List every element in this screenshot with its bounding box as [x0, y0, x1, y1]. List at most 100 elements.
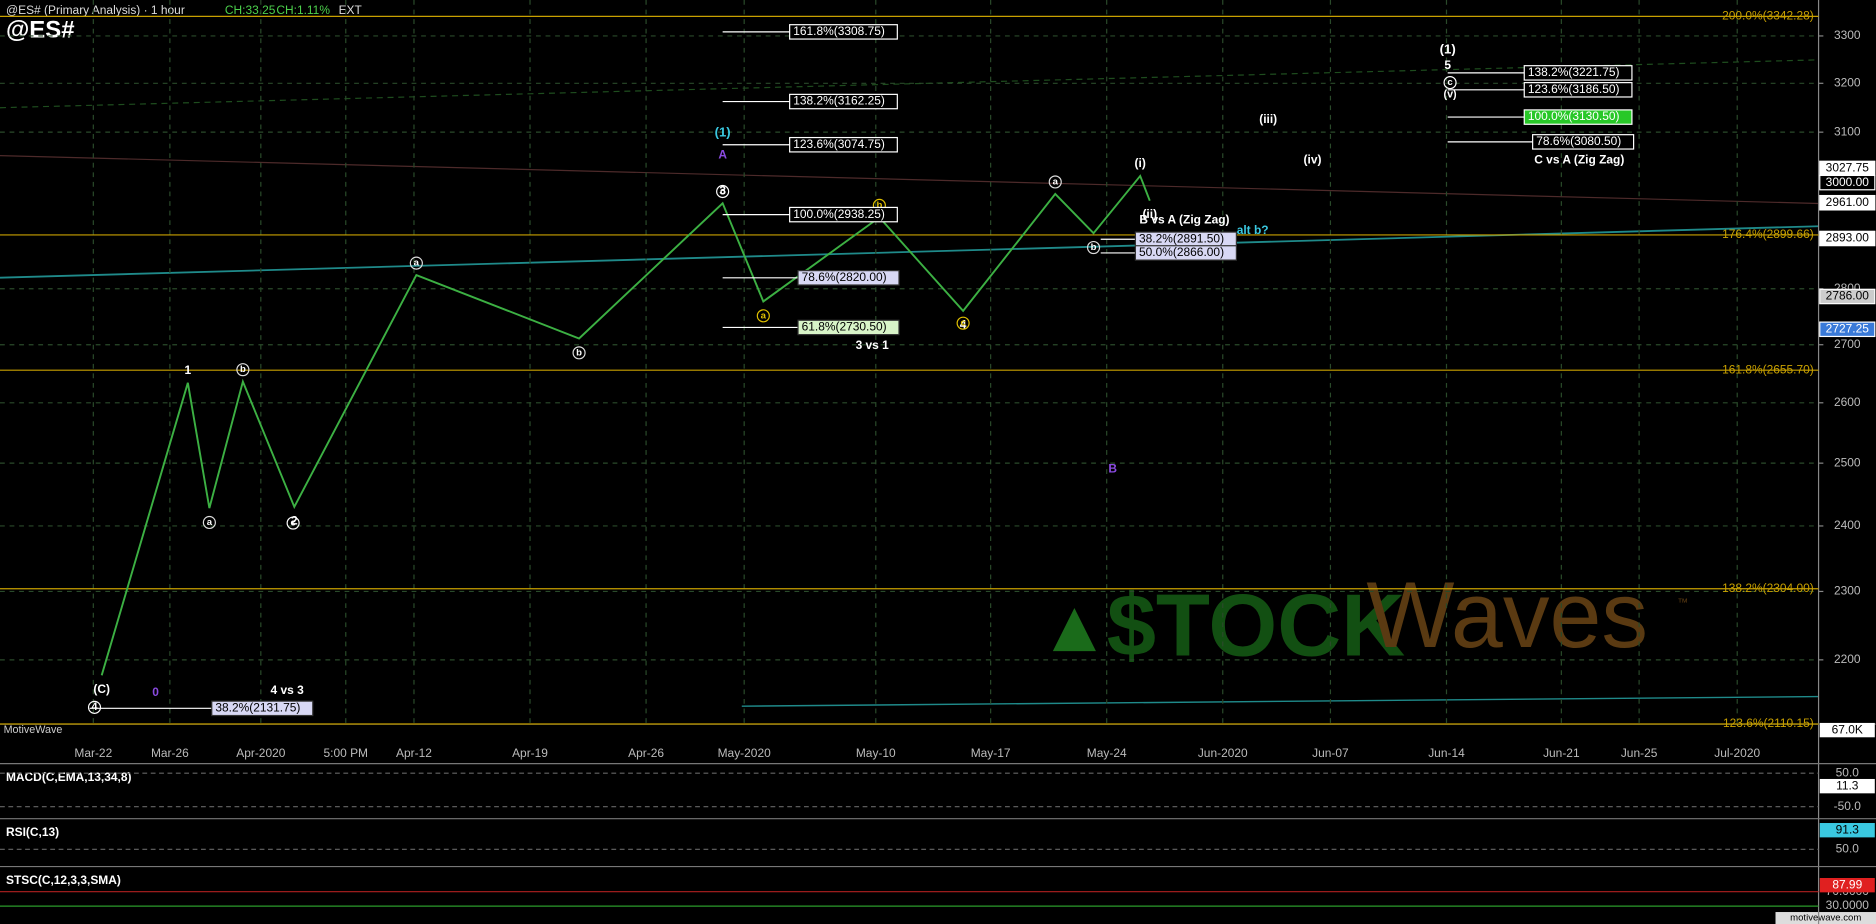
logo-triangle [1052, 608, 1096, 652]
y-tick-label: 2300 [1834, 584, 1861, 598]
fib-box [789, 93, 898, 110]
x-tick-label: Apr-26 [628, 746, 664, 760]
wave-label: (i) [1135, 156, 1146, 170]
fib-box [789, 136, 898, 153]
annotation: (v) [1444, 88, 1458, 100]
volume-label: 67.0K [1832, 722, 1863, 736]
x-tick-label: May-24 [1087, 746, 1127, 760]
y-tick-label: 3300 [1834, 28, 1861, 42]
indicator-tick-label: 30.0000 [1826, 898, 1870, 912]
wave-label: 3 [719, 183, 726, 197]
header-session: EXT [339, 3, 363, 17]
price-box [1819, 194, 1876, 211]
watermark-right: Waves [1366, 563, 1648, 667]
price-box-label: 3027.75 [1826, 161, 1870, 175]
trademark: ™ [1677, 597, 1688, 609]
trend-line [741, 695, 1819, 707]
x-tick-label: 5:00 PM [324, 746, 369, 760]
annotation: c [720, 186, 726, 197]
x-tick-label: Mar-22 [74, 746, 112, 760]
fib-box-label: 100.0%(2938.25) [793, 207, 885, 221]
header-change: CH:33.25 [225, 3, 276, 17]
fib-box [1523, 109, 1633, 125]
fib-box-label: 61.8%(2730.50) [802, 320, 887, 334]
price-box-label: 2961.00 [1826, 195, 1870, 209]
annotation: 4 [92, 701, 98, 713]
wave-circle [409, 256, 423, 270]
fib-level-label: 161.8%(2655.70) [1722, 362, 1814, 376]
wave-label: 2 [291, 513, 298, 527]
wave-circle [1048, 175, 1062, 189]
x-tick-label: Jun-25 [1621, 746, 1658, 760]
price-box [1819, 321, 1876, 338]
annotation: (iv) [1304, 153, 1322, 167]
price-box-label: 3000.00 [1826, 175, 1870, 189]
annotation: 4 vs 3 [271, 683, 305, 697]
wave-label: a [414, 258, 420, 269]
x-tick-label: Jun-2020 [1198, 746, 1248, 760]
wave-circle [1443, 76, 1457, 90]
y-tick-label: 2700 [1834, 337, 1861, 351]
current-value-label: 87.99 [1832, 877, 1862, 891]
fib-box [789, 206, 898, 223]
annotation: c [290, 518, 296, 529]
wave-circle [756, 309, 770, 323]
footer: motivewave.com [1790, 913, 1861, 924]
header-change-pct: CH:1.11% [276, 3, 330, 17]
symbol: @ES# [6, 16, 75, 43]
volume-box [1819, 722, 1875, 738]
price-box-label: 2893.00 [1826, 231, 1870, 245]
x-tick-label: Jun-21 [1543, 746, 1580, 760]
price-box [1819, 230, 1876, 247]
y-tick-label: 3200 [1834, 75, 1861, 89]
annotation: B [1108, 461, 1117, 475]
x-tick-label: Jun-14 [1428, 746, 1465, 760]
annotation: 5 [1444, 58, 1451, 72]
wave-circle [286, 516, 300, 530]
fib-box [1134, 245, 1237, 261]
annotation: (1) [715, 124, 731, 139]
current-value-label: 91.3 [1836, 822, 1860, 836]
x-tick-label: Apr-2020 [236, 746, 286, 760]
fib-box-label: 38.2%(2891.50) [1139, 231, 1224, 245]
price-box-label: 2786.00 [1826, 289, 1870, 303]
indicator-title: MACD(C,EMA,13,34,8) [6, 770, 132, 784]
current-value-box [1819, 823, 1875, 838]
x-tick-label: Apr-12 [396, 746, 432, 760]
wave-label: b [876, 200, 882, 211]
current-value-label: 11.3 [1836, 778, 1859, 792]
annotation: alt b? [1237, 223, 1269, 237]
fib-box [1532, 134, 1635, 150]
header-title: @ES# (Primary Analysis) · 1 hour [6, 3, 185, 17]
wave-circle [202, 515, 216, 530]
wave-label: b [240, 364, 246, 375]
annotation: B vs A (Zig Zag) [1139, 212, 1229, 226]
x-tick-label: Apr-19 [512, 746, 548, 760]
y-tick-label: 2400 [1834, 518, 1861, 532]
fib-box-label: 161.8%(3308.75) [793, 24, 885, 38]
price-box-label: 2727.25 [1826, 321, 1870, 335]
wave-label: b [1091, 242, 1097, 253]
fib-box-label: 123.6%(3074.75) [793, 137, 885, 151]
fib-box-label: 38.2%(2131.75) [215, 700, 300, 714]
y-tick-label: 2200 [1834, 652, 1861, 666]
indicator-tick-label: -50.0 [1834, 799, 1862, 813]
fib-level-label: 123.6%(2110.15) [1723, 716, 1814, 730]
wave-circle [716, 184, 730, 199]
y-tick-label: 2600 [1834, 395, 1861, 409]
wave-circle [572, 346, 586, 360]
fib-box [1523, 82, 1633, 98]
platform: MotiveWave [4, 724, 63, 736]
x-tick-label: Mar-26 [151, 746, 189, 760]
fib-box-label: 50.0%(2866.00) [1139, 245, 1224, 259]
y-tick-label: 2500 [1834, 455, 1861, 469]
wave-circle [87, 700, 102, 714]
annotation: c [960, 318, 966, 329]
fib-box [1523, 65, 1633, 81]
annotation: (iii) [1259, 112, 1277, 126]
fib-box [789, 24, 898, 40]
fib-box [797, 319, 900, 336]
indicator-title: RSI(C,13) [6, 825, 59, 839]
